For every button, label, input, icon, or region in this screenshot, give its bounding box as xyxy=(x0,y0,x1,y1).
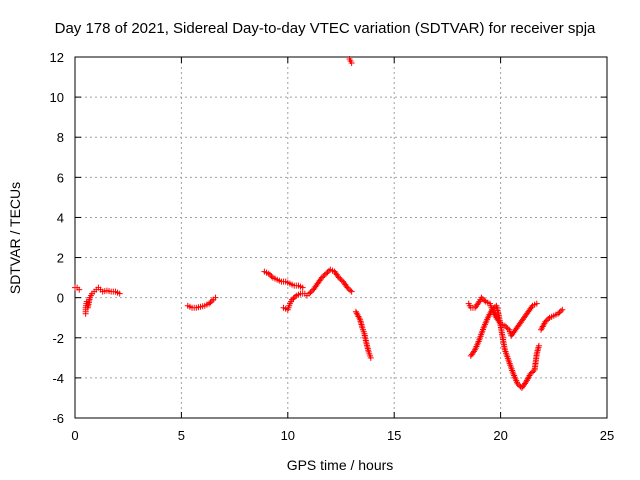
x-tick-label: 0 xyxy=(71,428,78,443)
plus-markers xyxy=(346,56,355,67)
x-axis-ticks: 0 5 10 15 20 25 xyxy=(71,57,614,443)
series-arc-7 xyxy=(352,308,374,361)
series-arc-2 xyxy=(82,284,123,317)
plus-markers xyxy=(352,308,374,361)
grid-lines xyxy=(75,57,607,418)
series-arc-5 xyxy=(280,266,355,313)
plus-markers xyxy=(467,302,542,391)
plot-frame xyxy=(74,56,608,419)
y-tick-label: -6 xyxy=(52,411,64,426)
plus-markers xyxy=(261,268,306,291)
y-axis-ticks: -6 -4 -2 0 2 4 6 8 10 12 xyxy=(50,50,607,426)
series-arc-4 xyxy=(261,268,306,291)
y-tick-label: 2 xyxy=(57,251,64,266)
series-arc-1 xyxy=(72,284,83,293)
y-tick-label: 10 xyxy=(50,90,64,105)
x-tick-label: 20 xyxy=(493,428,507,443)
y-axis-label: SDTVAR / TECUs xyxy=(7,182,23,294)
x-tick-label: 25 xyxy=(600,428,614,443)
y-tick-label: -2 xyxy=(52,331,64,346)
plus-markers xyxy=(280,266,355,313)
y-tick-label: 4 xyxy=(57,210,64,225)
y-tick-label: -4 xyxy=(52,371,64,386)
x-tick-label: 15 xyxy=(387,428,401,443)
y-tick-label: 8 xyxy=(57,130,64,145)
series-arc-9 xyxy=(467,302,542,391)
data-points xyxy=(72,56,566,391)
y-tick-label: 12 xyxy=(50,50,64,65)
series-arc-3 xyxy=(184,294,219,311)
plus-markers xyxy=(184,294,219,311)
x-tick-label: 5 xyxy=(178,428,185,443)
x-tick-label: 10 xyxy=(281,428,295,443)
plus-markers xyxy=(72,284,83,293)
y-tick-label: 6 xyxy=(57,170,64,185)
x-axis-label: GPS time / hours xyxy=(287,457,394,473)
y-tick-label: 0 xyxy=(57,291,64,306)
plus-markers xyxy=(538,306,566,333)
chart-title: Day 178 of 2021, Sidereal Day-to-day VTE… xyxy=(55,20,596,37)
plus-markers xyxy=(82,284,123,317)
series-arc-10 xyxy=(538,306,566,333)
series-arc-6 xyxy=(346,56,355,67)
